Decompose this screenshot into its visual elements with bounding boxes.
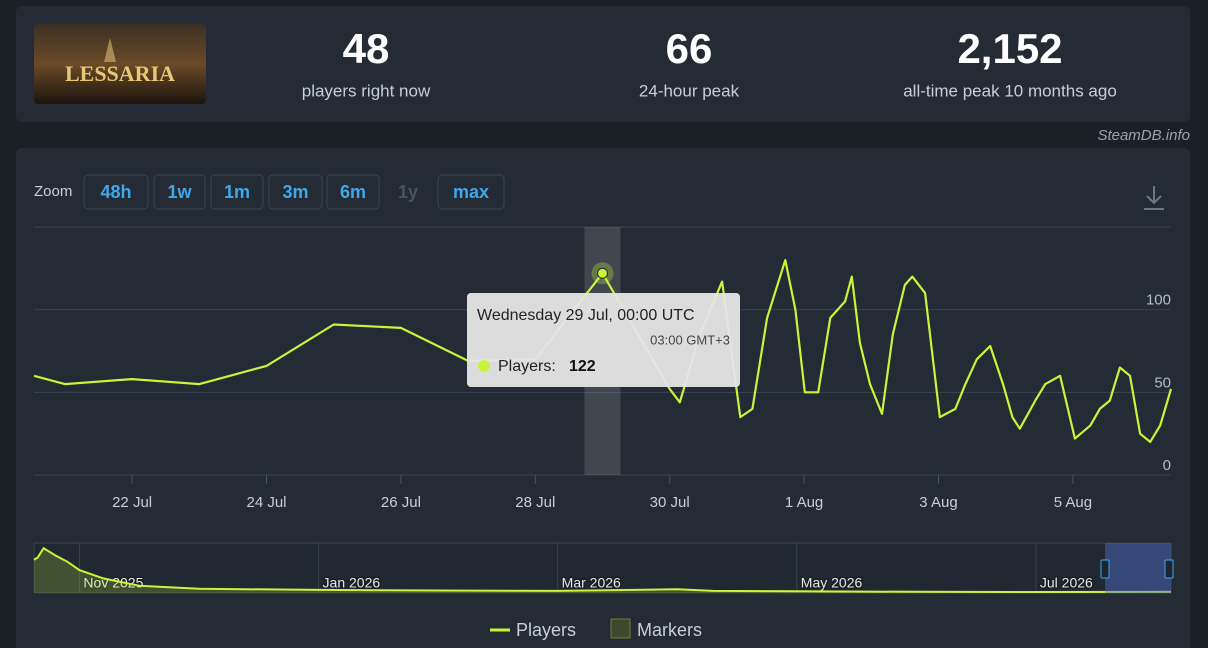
stat-label: 24-hour peak (639, 81, 740, 100)
y-tick-label: 100 (1146, 292, 1171, 309)
tooltip-swatch (478, 360, 490, 372)
legend-markers-swatch (610, 618, 631, 639)
zoom-button[interactable]: 1m (210, 174, 264, 210)
zoom-button-label: 1w (167, 182, 192, 202)
zoom-button[interactable]: 3m (268, 174, 323, 210)
legend-markers[interactable]: Markers (637, 620, 702, 640)
x-tick-label: May 2026 (801, 575, 863, 591)
y-tick-label: 50 (1154, 374, 1171, 391)
navigator: Nov 2025 Jan 2026 Mar 2026 May 2026 Jul 2026 (33, 542, 1174, 594)
logo-castle (104, 38, 116, 62)
x-tick-label: Jan 2026 (323, 575, 381, 591)
navigator-area (34, 548, 1171, 593)
zoom-label: Zoom (34, 183, 72, 200)
zoom-button-frame (437, 174, 505, 210)
navigator-handle[interactable] (1100, 559, 1110, 579)
zoom-button-label: max (453, 182, 489, 202)
tooltip-value: 122 (569, 358, 596, 375)
hover-point (597, 267, 608, 279)
x-tick-label: 5 Aug (1054, 494, 1092, 511)
zoom-button-frame (83, 174, 149, 210)
legend-players[interactable]: Players (516, 620, 576, 640)
zoom-button-label: 6m (340, 182, 366, 202)
y-tick-label: 0 (1163, 457, 1171, 474)
tooltip: Wednesday 29 Jul, 00:00 UTC 03:00 GMT+3 … (467, 293, 740, 387)
navigator-selection[interactable] (1105, 543, 1171, 593)
x-tick-label: 30 Jul (650, 494, 690, 511)
zoom-button[interactable]: 6m (326, 174, 380, 210)
zoom-button-label: 1m (224, 182, 250, 202)
download-icon[interactable] (1144, 186, 1164, 210)
navigator-line (33, 546, 1172, 594)
x-tick-label: Jul 2026 (1040, 575, 1093, 591)
tooltip-box (467, 293, 740, 387)
x-tick-label: 22 Jul (112, 494, 152, 511)
zoom-button-label: 3m (282, 182, 308, 202)
zoom-button: 1y (398, 182, 418, 202)
game-logo (34, 24, 206, 104)
tooltip-label: Players: (498, 358, 556, 375)
stat-label: players right now (302, 81, 431, 100)
zoom-button[interactable]: max (437, 174, 505, 210)
chart-card (16, 148, 1190, 648)
x-tick-label: Nov 2025 (83, 575, 143, 591)
tooltip-subtitle: 03:00 GMT+3 (650, 332, 730, 347)
stat-value: 66 (666, 25, 713, 72)
zoom-button[interactable]: 48h (83, 174, 149, 210)
zoom-button[interactable]: 1w (153, 174, 206, 210)
zoom-button-label: 48h (100, 182, 131, 202)
download-glyph (1144, 186, 1164, 210)
navigator-frame (33, 542, 1172, 594)
stats-card (16, 6, 1190, 122)
zoom-button-frame (210, 174, 264, 210)
zoom-buttons: 48h 1w 1m 3m 6m 1y max (83, 174, 505, 210)
zoom-button-frame (153, 174, 206, 210)
stat-value: 48 (343, 25, 390, 72)
x-tick-label: 1 Aug (785, 494, 823, 511)
stat-label: all-time peak 10 months ago (903, 81, 1117, 100)
logo-text: LESSARIA (65, 61, 175, 86)
stat-value: 2,152 (957, 25, 1062, 72)
stats: 48 players right now 66 24-hour peak 2,152 al… (302, 25, 1117, 100)
credit: SteamDB.info (1097, 127, 1190, 144)
x-tick-label: 28 Jul (515, 494, 555, 511)
x-tick-label: 26 Jul (381, 494, 421, 511)
navigator-handle[interactable] (1164, 559, 1174, 579)
tooltip-title: Wednesday 29 Jul, 00:00 UTC (477, 307, 695, 324)
zoom-button-frame (268, 174, 323, 210)
x-tick-label: 3 Aug (919, 494, 957, 511)
x-tick-label: Mar 2026 (562, 575, 621, 591)
zoom-button-frame (326, 174, 380, 210)
x-tick-label: 24 Jul (246, 494, 286, 511)
zoom-button-label: 1y (398, 182, 418, 202)
